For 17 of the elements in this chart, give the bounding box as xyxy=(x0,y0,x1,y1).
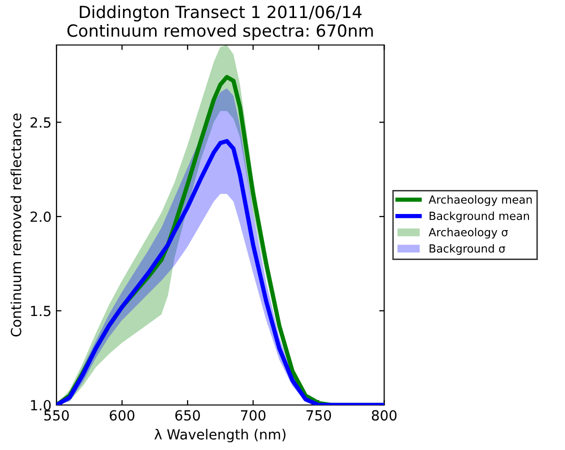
legend-label: Background mean xyxy=(430,211,529,222)
text: Archaeology σ xyxy=(428,228,508,239)
x-tick-label: 800 xyxy=(372,410,397,421)
x-axis-title: λ Wavelength (nm) xyxy=(154,428,286,442)
x-tick-label: 700 xyxy=(241,410,266,421)
y-tick-label: 1.0 xyxy=(31,400,51,410)
y-tick-label: 2.0 xyxy=(30,211,51,222)
x-tick-label: 750 xyxy=(306,410,331,421)
text: Background σ xyxy=(430,244,506,255)
chart-title: Diddington Transect 1 2011/06/14 Continuum removed spectra: 670nm xyxy=(67,5,373,40)
x-tick-label: 550 xyxy=(44,410,69,421)
y-tick-label: 2.5 xyxy=(30,117,50,128)
x-tick-label: 600 xyxy=(110,410,134,421)
y-tick-label: 1.5 xyxy=(31,306,50,316)
legend-label: Archaeology mean xyxy=(428,195,532,206)
y-axis-title: Continuum removed reflectance xyxy=(10,114,22,336)
x-tick-label: 650 xyxy=(175,410,200,421)
